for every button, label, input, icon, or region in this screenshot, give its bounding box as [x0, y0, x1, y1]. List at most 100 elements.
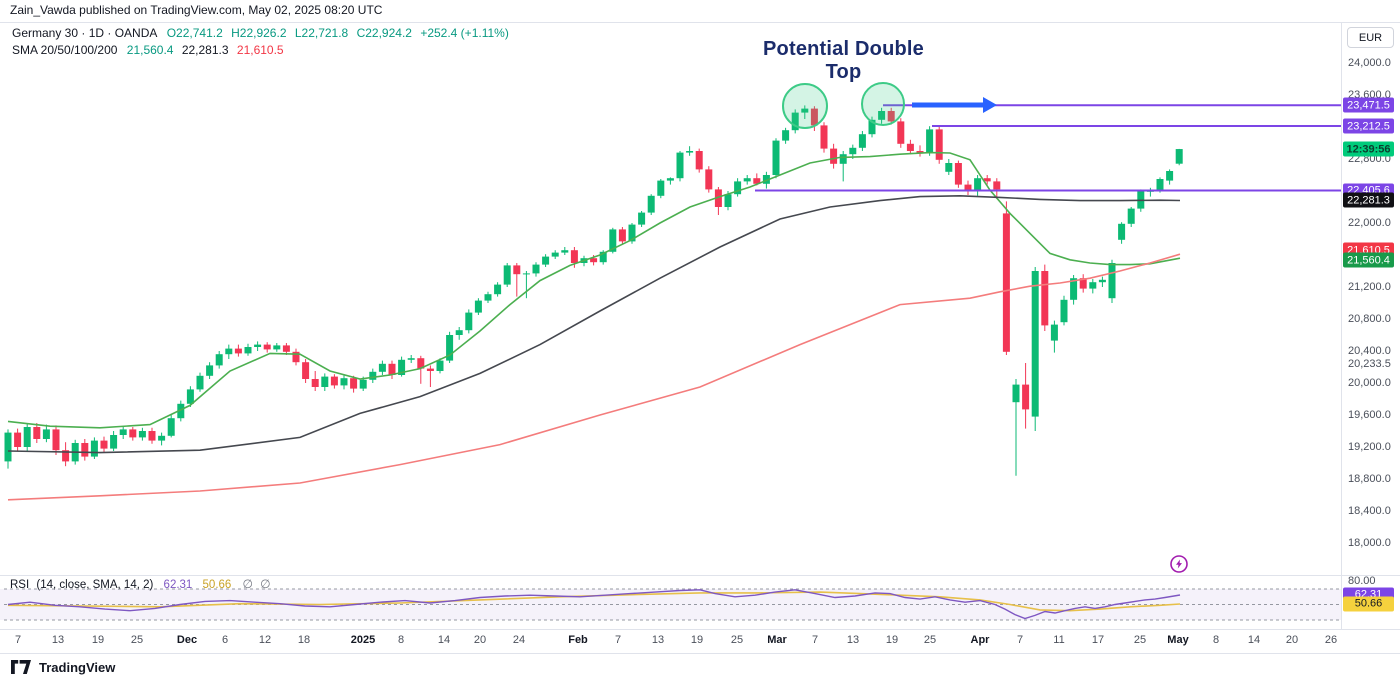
candle: [407, 358, 415, 360]
candle: [282, 345, 290, 352]
candle: [762, 175, 770, 184]
time-tick: 7: [811, 634, 819, 646]
candle: [186, 389, 194, 404]
candle: [263, 344, 271, 350]
candle: [177, 403, 185, 419]
candle: [868, 119, 876, 135]
candle: [801, 108, 809, 113]
time-tick: 19: [690, 634, 704, 646]
candle: [254, 344, 262, 347]
candle: [1022, 384, 1030, 410]
time-tick: 25: [130, 634, 144, 646]
candle: [311, 379, 319, 387]
candle: [52, 429, 60, 451]
candle: [542, 256, 550, 265]
time-tick: 24: [512, 634, 526, 646]
candle: [33, 427, 41, 439]
price-axis-label: 18,400.0: [1348, 505, 1391, 517]
candle: [1070, 278, 1078, 300]
candle: [791, 112, 799, 131]
sma-legend-row: SMA 20/50/100/200 21,560.4 22,281.3 21,6…: [12, 43, 514, 58]
sma-line: [7, 253, 1181, 501]
candle: [244, 347, 252, 354]
candle: [1156, 179, 1164, 191]
candle: [1050, 324, 1058, 341]
time-tick: 6: [221, 634, 229, 646]
sma20-value: 21,560.4: [126, 43, 174, 57]
candle: [62, 450, 70, 462]
candle: [647, 195, 655, 213]
time-axis[interactable]: 7 13 19 25 Dec 6 12 18 2025 8 14 20 24 Feb 7 13 19 25 Mar 7…: [0, 630, 1341, 652]
currency-button[interactable]: EUR: [1347, 27, 1394, 48]
time-tick-major: Mar: [767, 634, 787, 646]
tradingview-logo-icon[interactable]: [10, 660, 32, 674]
candle: [1041, 271, 1049, 326]
candle: [42, 429, 50, 439]
candle: [81, 443, 89, 457]
ohlc-open: O22,741.2: [166, 26, 223, 40]
lightning-marker-icon[interactable]: [1170, 555, 1188, 573]
candle: [935, 129, 943, 160]
candle: [1118, 223, 1126, 240]
candle: [666, 178, 674, 181]
ohlc-high: H22,926.2: [231, 26, 287, 40]
candle: [1089, 282, 1097, 289]
rsi-legend: RSI (14, close, SMA, 14, 2) 62.31 50.66 …: [10, 577, 275, 591]
candle: [916, 151, 924, 153]
candle: [714, 189, 722, 207]
price-axis[interactable]: 24,000.0 23,600.0 22,800.0 22,000.0 21,200.0…: [1341, 22, 1400, 629]
candle: [1108, 263, 1116, 299]
ohlc-close: C22,924.2: [356, 26, 412, 40]
pane-separators: [0, 22, 1400, 630]
candle: [4, 432, 12, 462]
candle: [561, 250, 569, 253]
candle: [570, 250, 578, 263]
time-tick: 25: [923, 634, 937, 646]
time-tick: 14: [1247, 634, 1261, 646]
candle: [436, 360, 444, 371]
candle: [129, 429, 137, 438]
double-top-annotation[interactable]: Potential Double Top: [741, 38, 946, 84]
rsi-badge: 50.66: [1343, 596, 1394, 612]
time-tick: 8: [1212, 634, 1220, 646]
price-axis-label: 21,200.0: [1348, 281, 1391, 293]
symbol-title[interactable]: Germany 30 · 1D · OANDA: [12, 26, 158, 40]
candle: [503, 265, 511, 285]
candle: [1031, 271, 1039, 417]
candle: [753, 178, 761, 184]
time-tick: 13: [51, 634, 65, 646]
candle: [196, 375, 204, 390]
price-badge-green: 21,560.4: [1343, 252, 1394, 268]
candles-layer: [4, 105, 1183, 476]
candle: [1060, 299, 1068, 323]
candle: [1079, 278, 1087, 289]
candle: [522, 273, 530, 275]
candle: [110, 435, 118, 449]
rsi-title[interactable]: RSI: [10, 579, 30, 591]
price-badge-purple: 23,212.5: [1343, 118, 1394, 134]
time-tick: 13: [651, 634, 665, 646]
candle: [609, 229, 617, 252]
candle: [810, 108, 818, 126]
candle: [369, 371, 377, 380]
time-tick: 7: [1016, 634, 1024, 646]
candle: [926, 129, 934, 153]
rsi-line: [7, 589, 1181, 620]
sma-indicator-label[interactable]: SMA 20/50/100/200: [12, 43, 118, 57]
candle: [887, 111, 895, 122]
drawings-layer[interactable]: [755, 82, 1341, 192]
time-tick: 12: [258, 634, 272, 646]
price-axis-label: 24,000.0: [1348, 57, 1391, 69]
price-axis-label: 19,600.0: [1348, 409, 1391, 421]
footer-brand[interactable]: TradingView: [39, 659, 116, 675]
time-tick-major: Apr: [970, 634, 990, 646]
candle: [1002, 213, 1010, 352]
footer-bar: TradingView: [0, 653, 1400, 679]
time-tick: 26: [1324, 634, 1338, 646]
candle: [426, 368, 434, 371]
candle: [321, 376, 329, 387]
symbol-legend-row: Germany 30 · 1D · OANDA O22,741.2 H22,92…: [12, 26, 514, 41]
rsi-pane: [0, 588, 1341, 621]
